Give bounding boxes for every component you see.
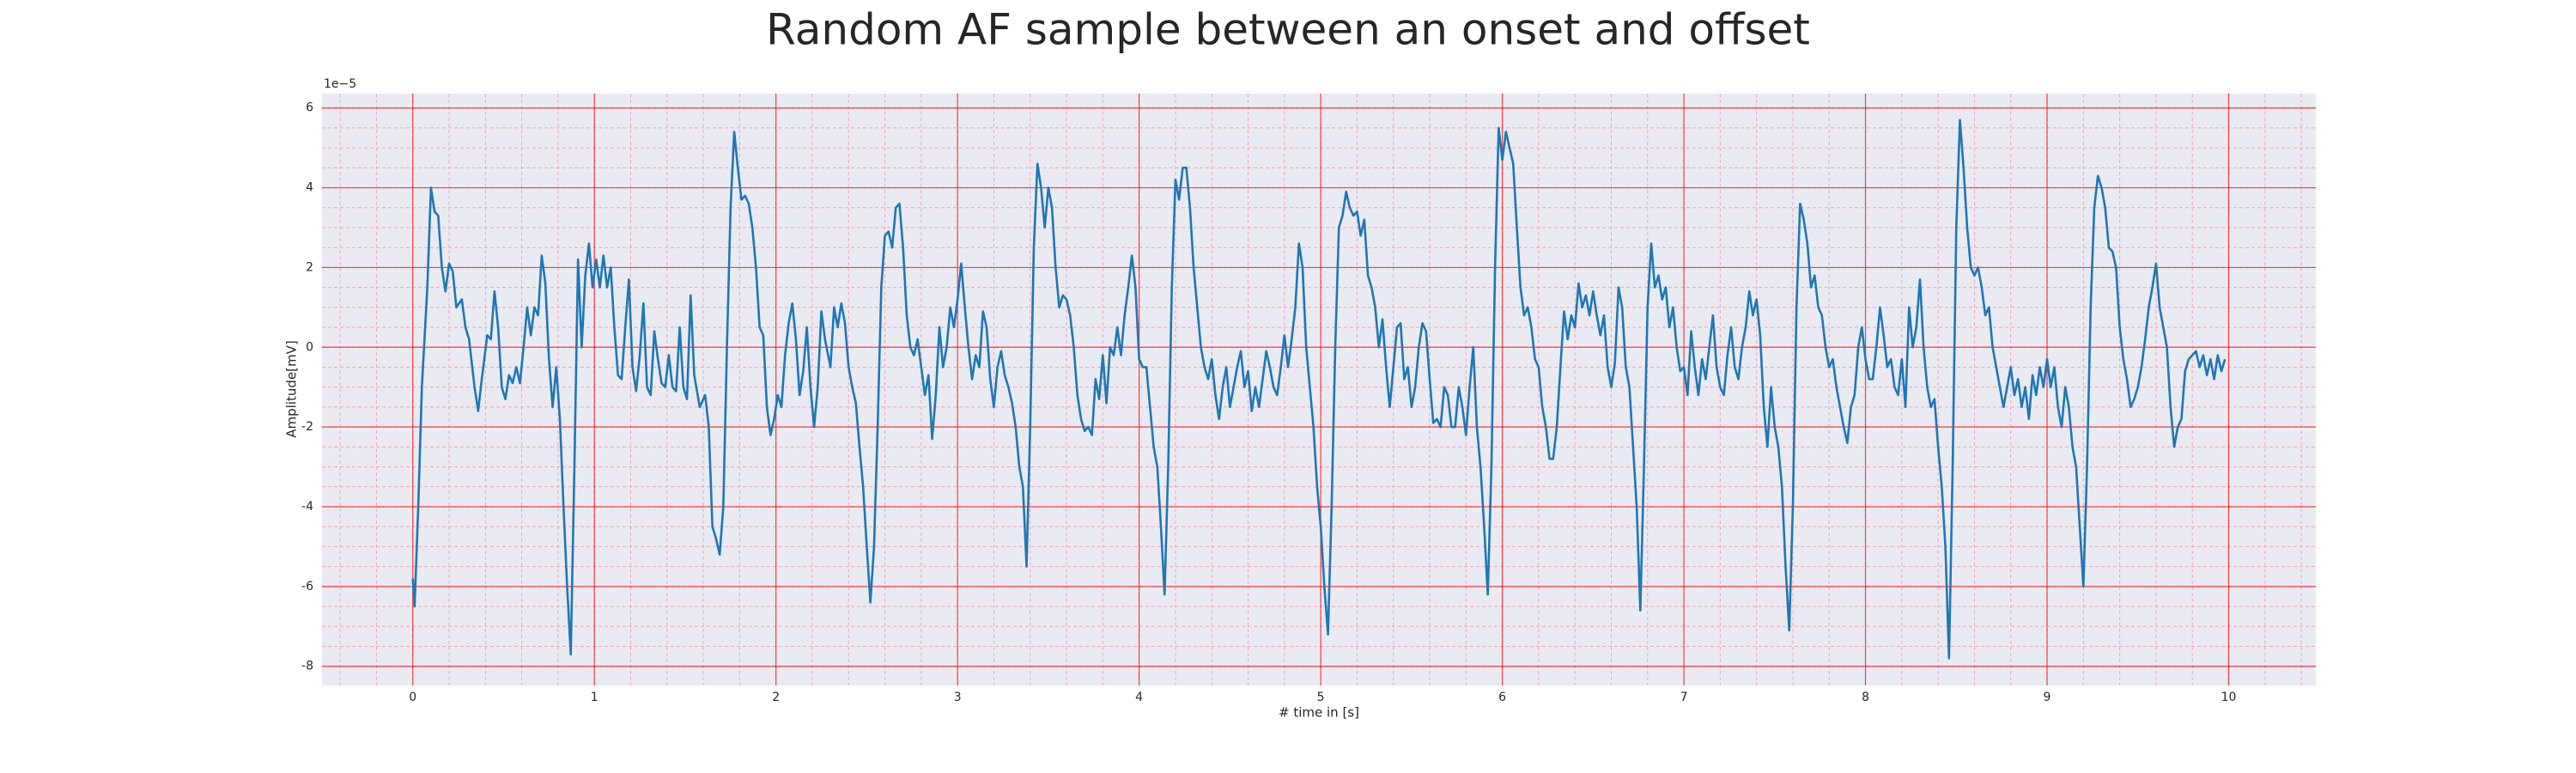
x-tick-label: 8 (1862, 691, 1869, 704)
x-tick-label: 5 (1317, 691, 1325, 704)
x-axis-label: # time in [s] (1279, 705, 1359, 721)
y-tick-label: -2 (301, 420, 313, 434)
x-tick-label: 7 (1680, 691, 1688, 704)
x-tick-label: 2 (772, 691, 780, 704)
x-tick-label: 9 (2044, 691, 2051, 704)
y-offset-label: 1e−5 (324, 77, 356, 91)
x-tick-label: 1 (591, 691, 598, 704)
y-tick-label: -4 (301, 500, 313, 514)
x-tick-label: 6 (1498, 691, 1506, 704)
y-tick-label: -8 (301, 660, 313, 673)
x-tick-label: 0 (409, 691, 416, 704)
y-tick-label: -6 (301, 580, 313, 593)
x-tick-label: 10 (2221, 691, 2237, 704)
x-tick-label: 3 (954, 691, 962, 704)
chart-title: Random AF sample between an onset and of… (766, 5, 1810, 55)
x-tick-label: 4 (1135, 691, 1143, 704)
y-axis-label: Amplitude[mV] (284, 340, 300, 437)
y-tick-label: 2 (306, 260, 313, 274)
y-tick-label: 6 (306, 101, 313, 115)
data-line (411, 119, 2227, 660)
y-tick-label: 4 (306, 181, 313, 195)
y-tick-label: 0 (306, 340, 313, 354)
